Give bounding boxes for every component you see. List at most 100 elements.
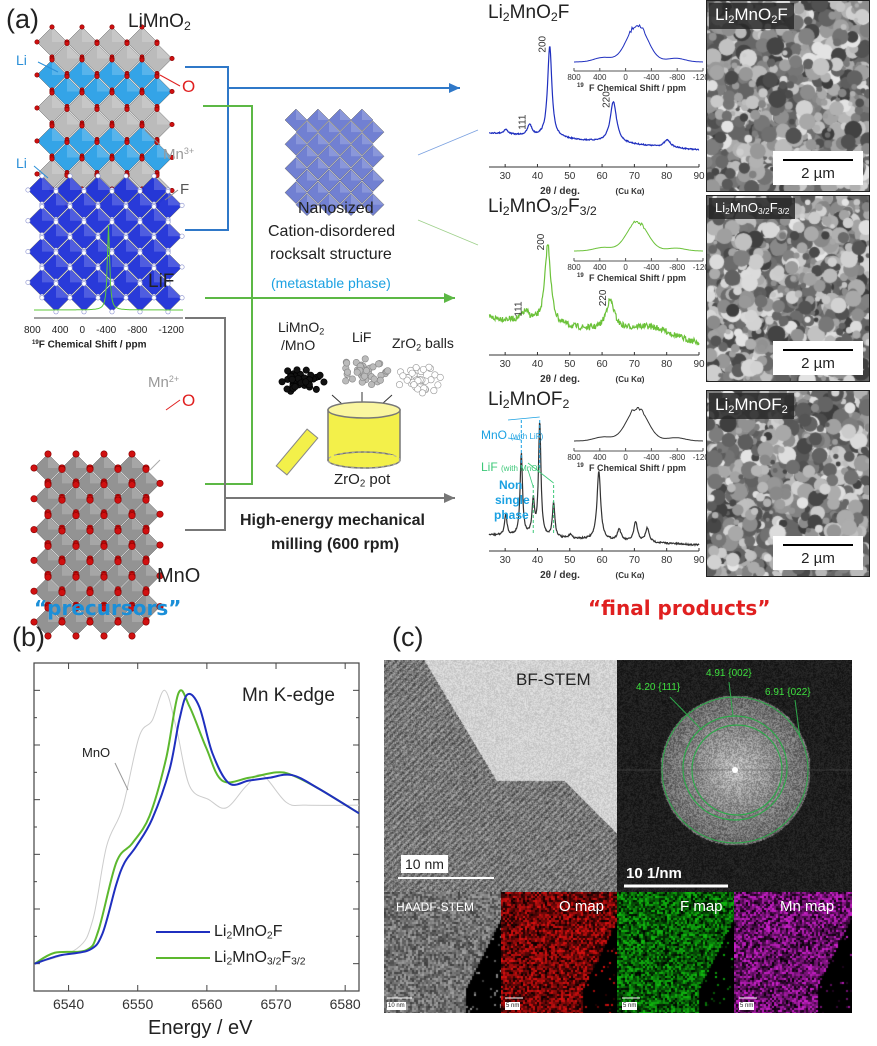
- nmr-xlabel-sup: 19: [577, 463, 584, 469]
- mn3-charge: 3+: [183, 146, 195, 157]
- octahedron-face: [140, 253, 154, 267]
- octahedron: [361, 193, 385, 217]
- xrd-tick-label: 90: [693, 555, 705, 566]
- o-label-1: O: [182, 77, 196, 96]
- octahedron-face: [142, 126, 157, 141]
- octahedron-face: [48, 484, 62, 499]
- atom: [128, 632, 136, 640]
- atom: [94, 74, 100, 80]
- octahedron-face: [154, 237, 168, 252]
- octahedron-face: [154, 206, 168, 221]
- atom: [58, 496, 66, 504]
- milling-balls: ZrO2 balls: [392, 335, 454, 353]
- octahedron-face: [126, 237, 140, 252]
- octahedron-face: [62, 592, 76, 607]
- atom: [142, 527, 150, 535]
- atom: [81, 188, 87, 194]
- atom: [124, 140, 130, 146]
- limno2-label: LiMnO2: [128, 11, 191, 34]
- particle: [419, 365, 427, 373]
- atom: [139, 123, 145, 129]
- sem-label-1: Li2MnO2F: [709, 3, 794, 29]
- atom: [95, 204, 101, 210]
- atom: [114, 496, 122, 504]
- octahedron-face: [318, 133, 329, 145]
- octahedron-face: [140, 283, 154, 298]
- mno-annotation-note: (with LiF): [510, 432, 544, 441]
- haadf-map-image: [384, 892, 501, 1013]
- atom: [86, 589, 94, 597]
- xrd-tick-label: 70: [629, 171, 641, 182]
- atom: [179, 202, 185, 208]
- octahedron: [317, 169, 341, 192]
- bf-stem-image: [384, 660, 617, 892]
- octahedron-face: [127, 142, 142, 158]
- atom: [169, 55, 175, 61]
- octahedron-face: [126, 206, 140, 221]
- atom: [114, 558, 122, 566]
- particle: [291, 383, 299, 391]
- particle: [302, 378, 310, 386]
- octahedron-face: [70, 268, 84, 283]
- fft-ring-label-022: 6.91 {022}: [765, 687, 811, 698]
- green-bracket: [203, 105, 253, 485]
- octahedron-face: [56, 191, 70, 206]
- atom: [179, 264, 185, 270]
- mno-leader: [507, 416, 540, 421]
- mn3-label: Mn: [163, 146, 184, 163]
- atom: [109, 57, 115, 63]
- octahedron-face: [67, 43, 82, 59]
- octahedron-face: [307, 193, 318, 205]
- sem-scale-bar-1: 2 µm: [773, 151, 863, 185]
- non-single-phase-3: phase: [494, 508, 529, 522]
- legend-label-1: Li2MnO2F: [214, 923, 283, 942]
- sem-image-2: Li2MnO3/2F3/2 2 µm: [706, 195, 870, 382]
- octahedron-face: [52, 126, 67, 141]
- octahedron: [350, 108, 374, 132]
- f-map-label: F map: [680, 898, 723, 915]
- atom: [165, 219, 171, 225]
- nmr-tick-label: 800: [567, 73, 581, 82]
- atom: [86, 527, 94, 535]
- atom: [123, 173, 129, 179]
- octahedron-face: [132, 515, 146, 530]
- atom: [124, 40, 130, 46]
- octahedron-face: [132, 454, 146, 468]
- xrd-tick-label: 40: [532, 171, 544, 182]
- particle: [353, 368, 361, 376]
- lif-nmr-tick: 800: [24, 325, 41, 336]
- atom: [44, 481, 52, 489]
- peak-label-220: 220: [601, 91, 612, 108]
- particle: [412, 364, 420, 372]
- octahedron: [306, 132, 330, 156]
- sem-scale-bar-2: 2 µm: [773, 341, 863, 375]
- octahedron: [317, 193, 341, 217]
- octahedron-face: [82, 126, 97, 141]
- particle: [410, 381, 418, 389]
- leader-line: [33, 165, 49, 179]
- leader-line: [165, 399, 181, 411]
- lif-nmr-xlabel: F Chemical Shift / ppm: [38, 339, 147, 351]
- o-map-scale: 5 nm: [505, 1002, 521, 1010]
- xas-series-MnO: [34, 689, 360, 965]
- panel-b-label: (b): [12, 622, 45, 652]
- atom: [156, 541, 164, 549]
- mn2-charge: 2+: [168, 374, 180, 385]
- limno2-crystal: [34, 24, 175, 209]
- xas-series-Li2MnO3-2F3-2: [34, 689, 360, 965]
- atom: [44, 573, 52, 581]
- nmr-tick-label: -400: [643, 453, 660, 462]
- atom: [95, 295, 101, 301]
- atom: [156, 572, 164, 580]
- atom: [100, 481, 108, 489]
- nmr-tick-label: 800: [567, 453, 581, 462]
- arrow-to-li2mnof2-head: [444, 493, 455, 503]
- octahedron-face: [90, 469, 104, 484]
- particle: [302, 366, 310, 374]
- atom: [156, 603, 164, 611]
- atom: [179, 233, 185, 239]
- xas-x-tick-label: 6550: [122, 996, 153, 1012]
- sem-scale-bar-3: 2 µm: [773, 536, 863, 570]
- mn-map-scale: 5 nm: [739, 1002, 755, 1010]
